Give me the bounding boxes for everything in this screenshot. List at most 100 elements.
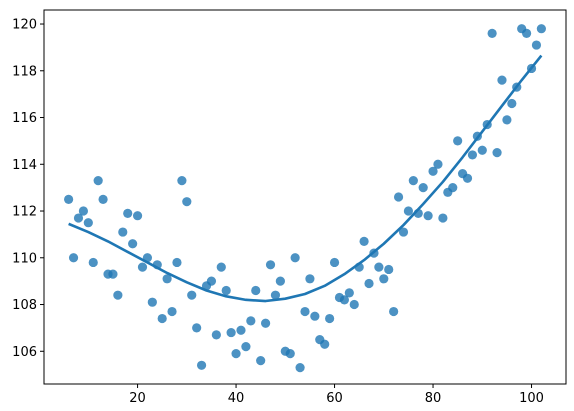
data-point — [310, 311, 320, 321]
x-tick-label: 20 — [129, 391, 146, 406]
y-tick-label: 118 — [12, 64, 37, 79]
data-point — [265, 260, 276, 270]
y-axis-ticks: 106 108 110 112 114 116 118 120 — [12, 18, 44, 360]
data-point — [221, 285, 231, 296]
data-point — [438, 213, 448, 223]
data-point — [192, 323, 202, 333]
data-point — [226, 327, 236, 338]
data-point — [83, 218, 93, 228]
data-point — [73, 213, 84, 223]
data-point — [320, 339, 330, 349]
data-point — [251, 285, 261, 296]
y-tick-label: 114 — [12, 158, 37, 173]
data-point — [408, 176, 418, 186]
data-point — [216, 262, 226, 272]
data-point — [196, 360, 207, 370]
data-point — [492, 147, 502, 158]
data-point — [285, 349, 295, 359]
data-point — [329, 257, 340, 268]
data-point — [339, 295, 349, 305]
data-point — [507, 98, 517, 109]
data-point — [295, 363, 305, 373]
data-point — [113, 290, 123, 300]
x-tick-label: 80 — [425, 391, 442, 406]
data-point — [256, 356, 266, 366]
data-point — [389, 306, 399, 317]
data-point — [467, 150, 478, 160]
data-point — [275, 276, 285, 286]
data-point — [487, 28, 497, 38]
data-point — [393, 192, 404, 202]
data-point — [428, 166, 438, 176]
fit-line — [68, 54, 543, 303]
data-point — [497, 75, 507, 85]
data-point — [531, 40, 542, 50]
data-point — [206, 276, 217, 286]
data-point — [64, 194, 74, 204]
data-point — [147, 297, 157, 307]
data-point — [364, 278, 374, 289]
y-tick-label: 112 — [12, 205, 37, 220]
data-point — [462, 173, 473, 183]
data-point — [123, 208, 133, 218]
data-point — [231, 349, 241, 359]
y-tick-label: 106 — [12, 345, 37, 360]
data-point — [325, 313, 335, 324]
x-axis-ticks: 20 40 60 80 100 — [129, 384, 544, 406]
data-point — [128, 239, 138, 249]
points-layer — [64, 24, 546, 373]
data-point — [88, 257, 98, 268]
data-point — [344, 288, 354, 298]
data-point — [78, 206, 88, 216]
data-point — [423, 211, 433, 221]
data-point — [536, 24, 546, 34]
data-point — [118, 227, 128, 237]
data-point — [522, 28, 532, 38]
data-point — [453, 136, 463, 146]
data-point — [270, 290, 281, 300]
data-point — [502, 115, 512, 125]
data-point — [172, 257, 182, 268]
data-point — [246, 316, 256, 326]
data-point — [108, 269, 118, 279]
y-tick-label: 108 — [12, 298, 37, 313]
data-point — [93, 176, 103, 186]
y-tick-label: 120 — [12, 18, 37, 33]
x-tick-label: 40 — [228, 391, 245, 406]
data-point — [182, 197, 192, 207]
data-point — [290, 253, 300, 263]
data-point — [236, 325, 246, 335]
data-point — [68, 253, 79, 263]
data-point — [167, 306, 177, 317]
data-point — [448, 183, 458, 193]
data-point — [403, 206, 414, 216]
data-point — [418, 183, 428, 193]
data-point — [379, 274, 389, 284]
data-point — [349, 299, 359, 310]
data-point — [187, 290, 197, 300]
data-point — [359, 236, 369, 247]
data-point — [433, 159, 443, 169]
data-point — [374, 262, 384, 272]
data-point — [261, 318, 271, 328]
data-point — [162, 274, 172, 284]
plot-frame — [43, 9, 567, 385]
data-point — [398, 227, 409, 237]
y-tick-label: 116 — [12, 111, 37, 126]
data-point — [300, 306, 310, 317]
data-point — [384, 264, 394, 275]
fit-line-layer — [68, 54, 543, 303]
x-tick-label: 60 — [326, 391, 343, 406]
y-tick-label: 110 — [12, 251, 37, 266]
data-point — [137, 262, 148, 272]
data-point — [177, 176, 187, 186]
data-point — [241, 342, 251, 352]
data-point — [305, 274, 315, 284]
data-point — [132, 211, 143, 221]
data-point — [157, 313, 167, 324]
data-point — [98, 194, 108, 204]
data-point — [211, 330, 221, 340]
x-tick-label: 100 — [519, 391, 544, 406]
